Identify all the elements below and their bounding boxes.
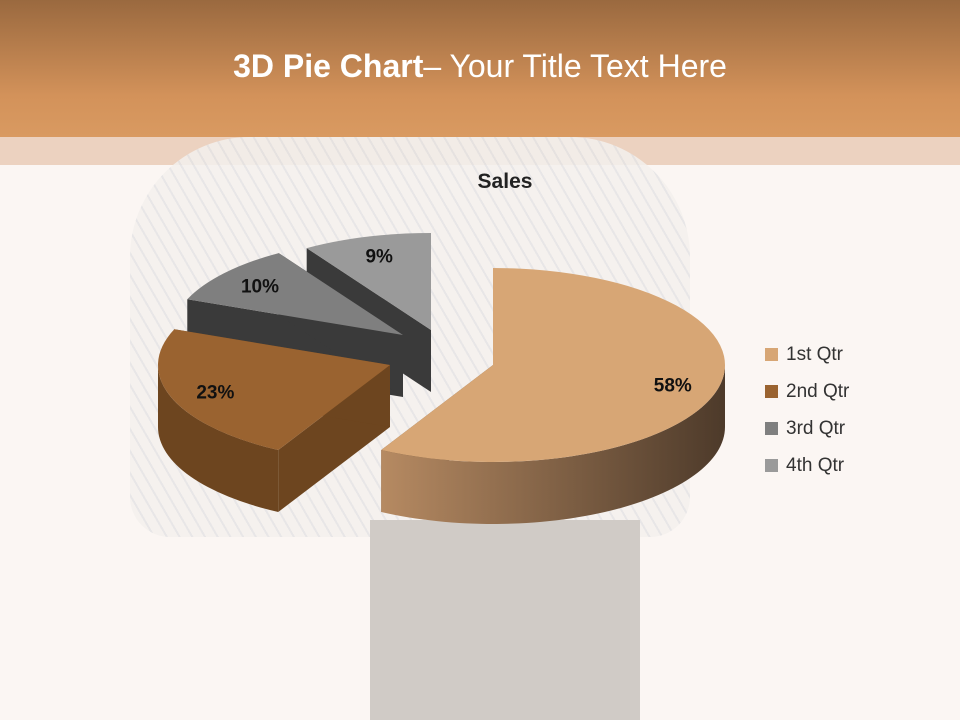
legend-swatch — [765, 348, 778, 361]
chart-title: Sales — [478, 170, 533, 193]
data-label: 23% — [196, 382, 234, 403]
legend-swatch — [765, 422, 778, 435]
legend-item[interactable]: 1st Qtr — [765, 336, 849, 373]
slice-outer-wall[interactable] — [381, 365, 725, 524]
slice-top[interactable] — [158, 329, 390, 451]
legend-label: 3rd Qtr — [786, 417, 846, 439]
slice-top[interactable] — [306, 233, 431, 330]
legend: 1st Qtr 2nd Qtr 3rd Qtr 4th Qtr — [765, 336, 849, 484]
legend-item[interactable]: 4th Qtr — [765, 447, 849, 484]
slice-top[interactable] — [187, 253, 403, 335]
title-rest: – Your Title Text Here — [423, 48, 727, 84]
legend-swatch — [765, 459, 778, 472]
title-banner — [0, 0, 960, 137]
legend-label: 4th Qtr — [786, 454, 845, 476]
pie-slice[interactable] — [381, 268, 725, 524]
legend-label: 2nd Qtr — [786, 380, 850, 402]
legend-label: 1st Qtr — [786, 343, 844, 365]
legend-item[interactable]: 2nd Qtr — [765, 373, 849, 410]
slice-top[interactable] — [381, 268, 725, 462]
data-label: 58% — [654, 375, 692, 396]
data-label: 10% — [241, 277, 279, 298]
legend-swatch — [765, 385, 778, 398]
pie-slice[interactable] — [158, 329, 390, 513]
slice-outer-wall[interactable] — [158, 365, 279, 513]
background-photo-skirt — [370, 520, 640, 720]
data-label: 9% — [365, 246, 393, 267]
slide-title[interactable]: 3D Pie Chart– Your Title Text Here — [0, 48, 960, 85]
title-bold: 3D Pie Chart — [233, 48, 424, 84]
legend-item[interactable]: 3rd Qtr — [765, 410, 849, 447]
